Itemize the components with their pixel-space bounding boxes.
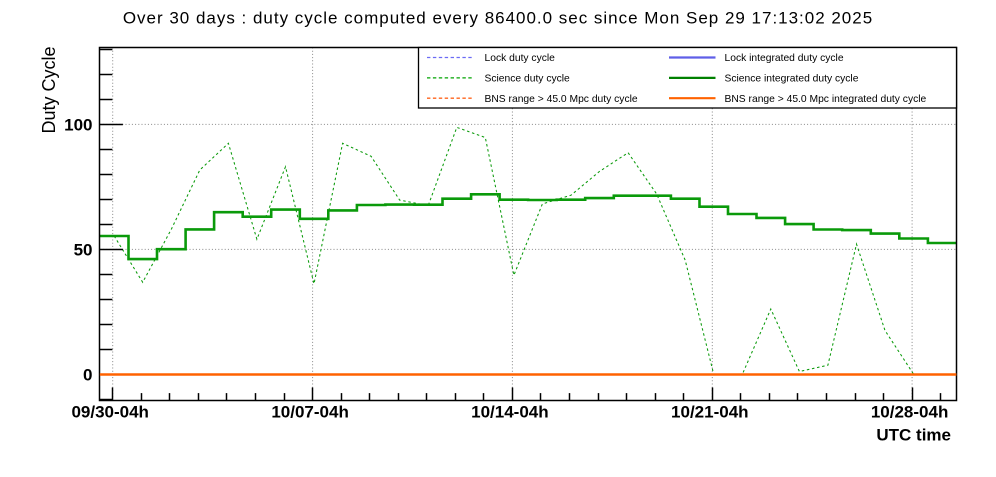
svg-text:UTC time: UTC time (876, 426, 951, 445)
svg-text:Science integrated duty cycle: Science integrated duty cycle (725, 74, 859, 85)
svg-text:Science duty cycle: Science duty cycle (485, 74, 571, 85)
svg-text:10/14-04h: 10/14-04h (471, 403, 549, 422)
svg-text:09/30-04h: 09/30-04h (71, 403, 149, 422)
svg-text:Over 30 days : duty cycle comp: Over 30 days : duty cycle computed every… (123, 9, 873, 28)
svg-text:10/28-04h: 10/28-04h (871, 403, 949, 422)
svg-text:BNS range > 45.0 Mpc integrate: BNS range > 45.0 Mpc integrated duty cyc… (725, 94, 927, 105)
svg-text:Duty Cycle: Duty Cycle (39, 46, 59, 133)
svg-text:BNS range > 45.0 Mpc duty cycl: BNS range > 45.0 Mpc duty cycle (485, 94, 638, 105)
svg-text:50: 50 (74, 240, 93, 259)
svg-text:100: 100 (64, 115, 92, 134)
svg-text:Lock integrated duty cycle: Lock integrated duty cycle (725, 53, 844, 64)
svg-text:10/21-04h: 10/21-04h (671, 403, 749, 422)
svg-text:Lock duty cycle: Lock duty cycle (485, 53, 556, 64)
svg-text:10/07-04h: 10/07-04h (271, 403, 349, 422)
svg-text:0: 0 (83, 366, 92, 385)
